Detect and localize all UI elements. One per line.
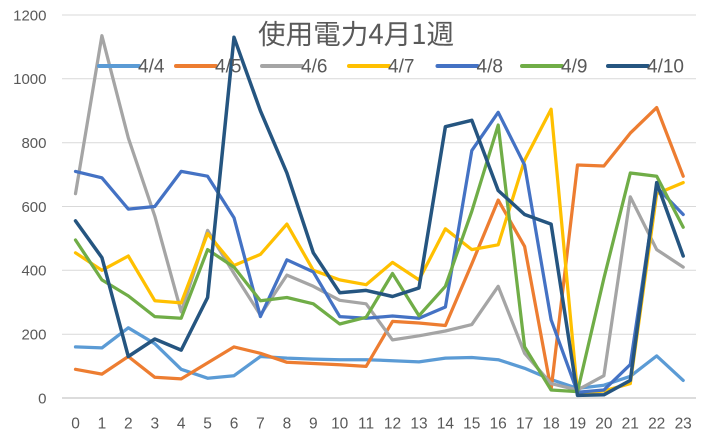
svg-text:17: 17 [516, 416, 533, 433]
svg-text:4/10: 4/10 [647, 57, 684, 78]
svg-text:13: 13 [410, 416, 427, 433]
svg-text:10: 10 [331, 416, 349, 433]
svg-text:22: 22 [648, 416, 665, 433]
svg-text:4/5: 4/5 [215, 57, 241, 78]
svg-text:600: 600 [21, 199, 46, 216]
svg-text:4/9: 4/9 [561, 57, 587, 78]
svg-text:4/7: 4/7 [388, 57, 414, 78]
svg-text:800: 800 [21, 135, 46, 152]
svg-text:4/6: 4/6 [301, 57, 327, 78]
svg-text:4: 4 [177, 416, 186, 433]
svg-text:19: 19 [569, 416, 586, 433]
svg-text:200: 200 [21, 327, 46, 344]
svg-text:9: 9 [309, 416, 318, 433]
svg-text:11: 11 [358, 416, 374, 433]
svg-text:21: 21 [622, 416, 639, 433]
svg-text:1200: 1200 [13, 7, 46, 24]
svg-text:4/4: 4/4 [138, 57, 165, 78]
svg-text:1000: 1000 [13, 71, 46, 88]
svg-text:2: 2 [124, 416, 133, 433]
svg-text:0: 0 [71, 416, 80, 433]
svg-text:20: 20 [595, 416, 613, 433]
svg-text:14: 14 [437, 416, 455, 433]
svg-text:3: 3 [150, 416, 159, 433]
svg-text:5: 5 [203, 416, 212, 433]
svg-text:18: 18 [542, 416, 559, 433]
svg-text:7: 7 [256, 416, 265, 433]
svg-text:4/8: 4/8 [477, 57, 503, 78]
svg-text:1: 1 [98, 416, 107, 433]
svg-text:16: 16 [490, 416, 507, 433]
svg-text:12: 12 [384, 416, 401, 433]
svg-text:0: 0 [38, 390, 46, 407]
svg-text:6: 6 [230, 416, 239, 433]
svg-text:23: 23 [675, 416, 692, 433]
svg-text:15: 15 [463, 416, 480, 433]
svg-text:400: 400 [21, 263, 46, 280]
svg-text:8: 8 [283, 416, 292, 433]
